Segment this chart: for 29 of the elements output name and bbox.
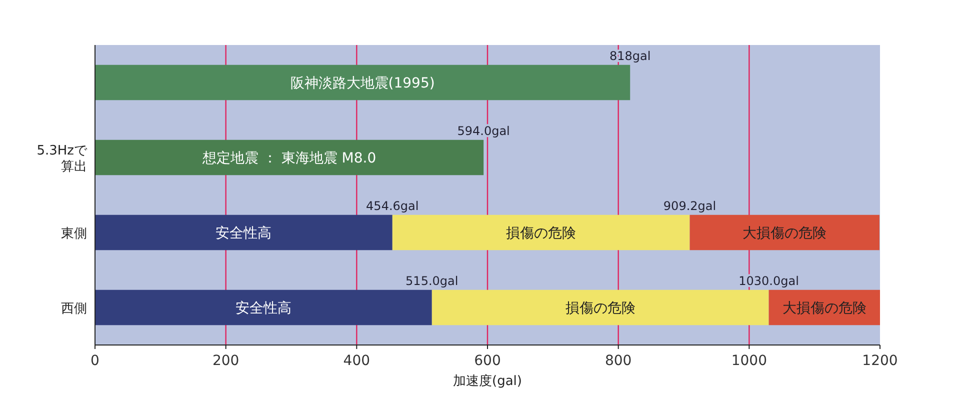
y-tick-label: 西側 — [61, 302, 87, 316]
data-label: 515.0gal — [406, 274, 458, 288]
y-tick-label: 東側 — [61, 226, 87, 242]
bar — [95, 214, 392, 250]
x-tick-label: 0 — [90, 353, 100, 369]
series-label: 大損傷の危険 — [742, 226, 827, 242]
text: 安全性高 — [235, 300, 292, 316]
x-tick-label: 400 — [343, 353, 370, 369]
series-label: 安全性高 — [216, 226, 272, 242]
series-label: 阪神淡路大地震(1995) — [290, 76, 435, 92]
y-tick-label: 5.3Hzで算出 — [36, 144, 88, 174]
x-tick-label: 1200 — [862, 353, 898, 369]
annotation: 909.2gal — [663, 198, 716, 213]
x-tick-label: 1000 — [731, 353, 767, 369]
x-tick-label: 600 — [474, 353, 501, 369]
series-label: 損傷の危険 — [506, 226, 576, 242]
series-label: 想定地震 ： 東海地震 M8.0 — [201, 150, 376, 166]
data-label: 454.6gal — [366, 198, 419, 213]
x-tick-label: 800 — [604, 353, 632, 369]
bar — [432, 290, 769, 326]
text: 損傷の危険 — [565, 300, 636, 316]
bar — [690, 214, 880, 250]
text: 大損傷の危険 — [782, 300, 866, 316]
bar — [95, 140, 484, 176]
bar — [392, 214, 690, 250]
bar — [95, 290, 432, 326]
x-axis-title: 加速度(gal) — [453, 373, 522, 389]
bar — [95, 64, 630, 100]
x-tick-label: 200 — [212, 353, 240, 369]
